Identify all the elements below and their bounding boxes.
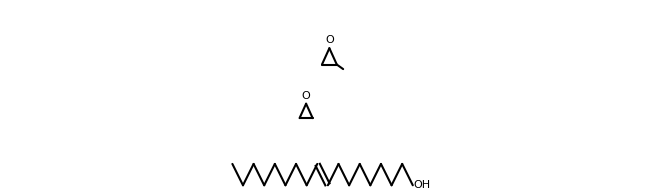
Text: O: O xyxy=(325,35,334,45)
Text: O: O xyxy=(301,91,311,101)
Text: OH: OH xyxy=(414,180,431,190)
